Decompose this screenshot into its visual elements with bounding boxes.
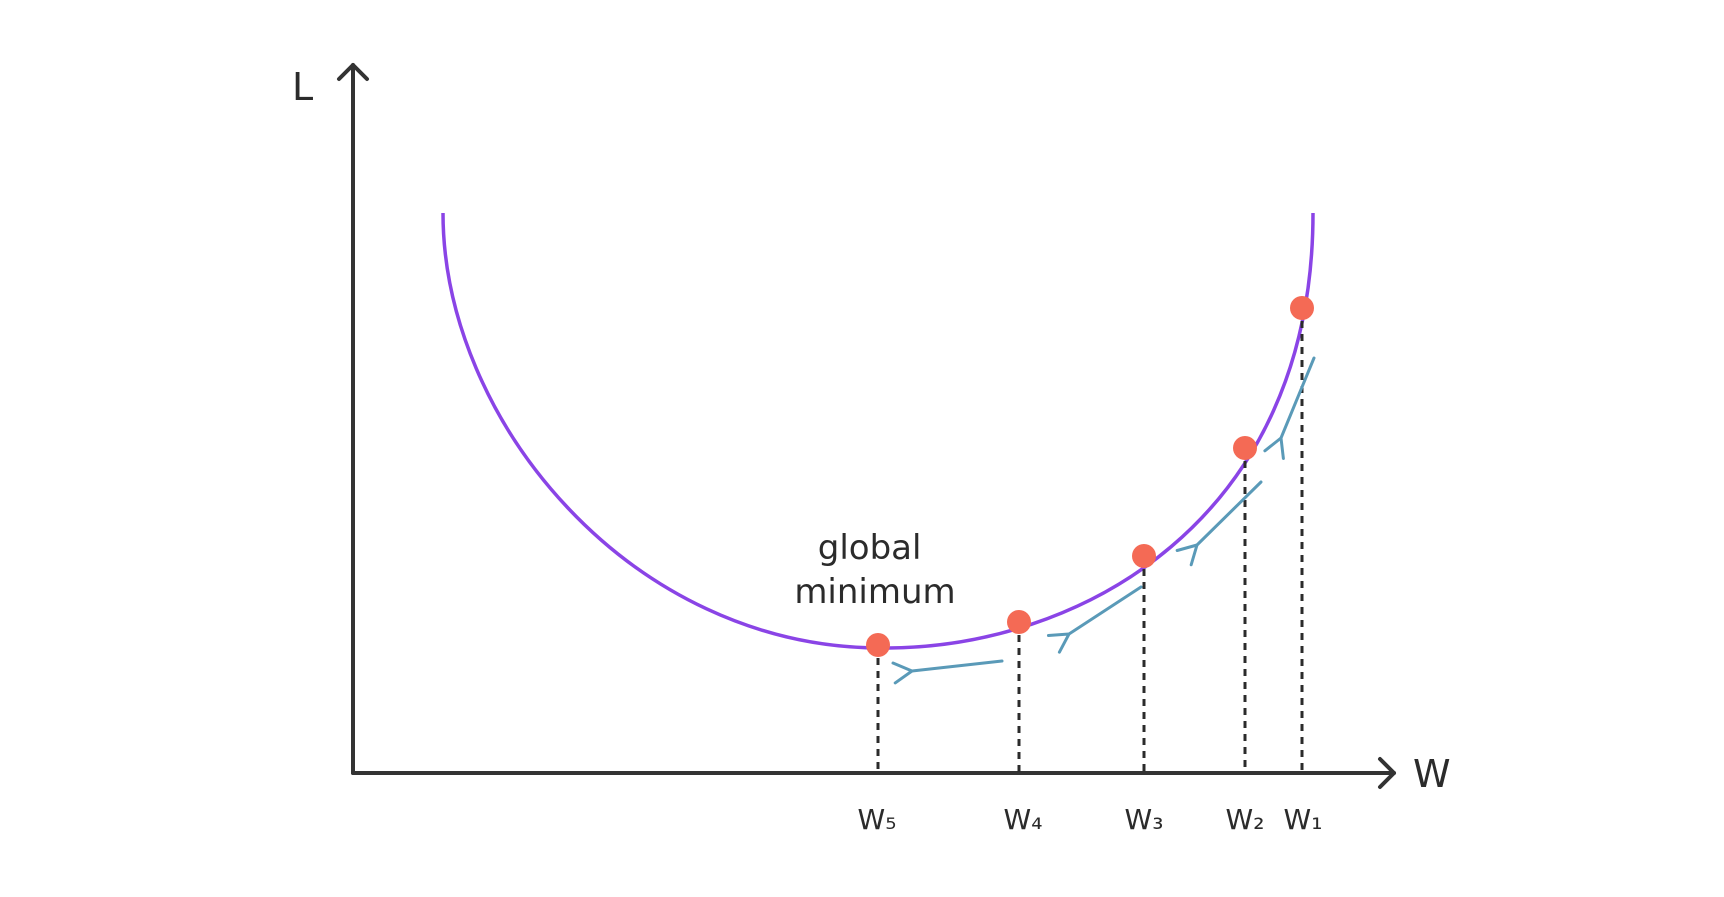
point-w5	[866, 633, 890, 657]
step-arrow-1	[1263, 356, 1316, 460]
x-axis-arrowhead	[1378, 757, 1396, 789]
step-arrow-2	[1175, 480, 1263, 567]
y-axis-label: L	[292, 65, 313, 109]
tick-label-w4: W₄	[1004, 803, 1043, 836]
point-w2	[1233, 436, 1257, 460]
tick-label-w2: W₂	[1226, 803, 1265, 836]
tick-label-w5: W₅	[858, 803, 897, 836]
tick-label-w3: W₃	[1125, 803, 1164, 836]
annotation-line-2: minimum	[794, 572, 955, 612]
global-minimum-label: global minimum	[794, 528, 955, 612]
y-axis-arrowhead	[337, 63, 369, 81]
x-axis-label: W	[1413, 752, 1451, 796]
tick-label-w1: W₁	[1284, 803, 1323, 836]
point-w1	[1290, 296, 1314, 320]
step-arrow-3	[1046, 585, 1143, 654]
step-arrow-4	[891, 659, 1004, 685]
point-w3	[1132, 544, 1156, 568]
point-w4	[1007, 610, 1031, 634]
annotation-line-1: global	[818, 528, 922, 568]
